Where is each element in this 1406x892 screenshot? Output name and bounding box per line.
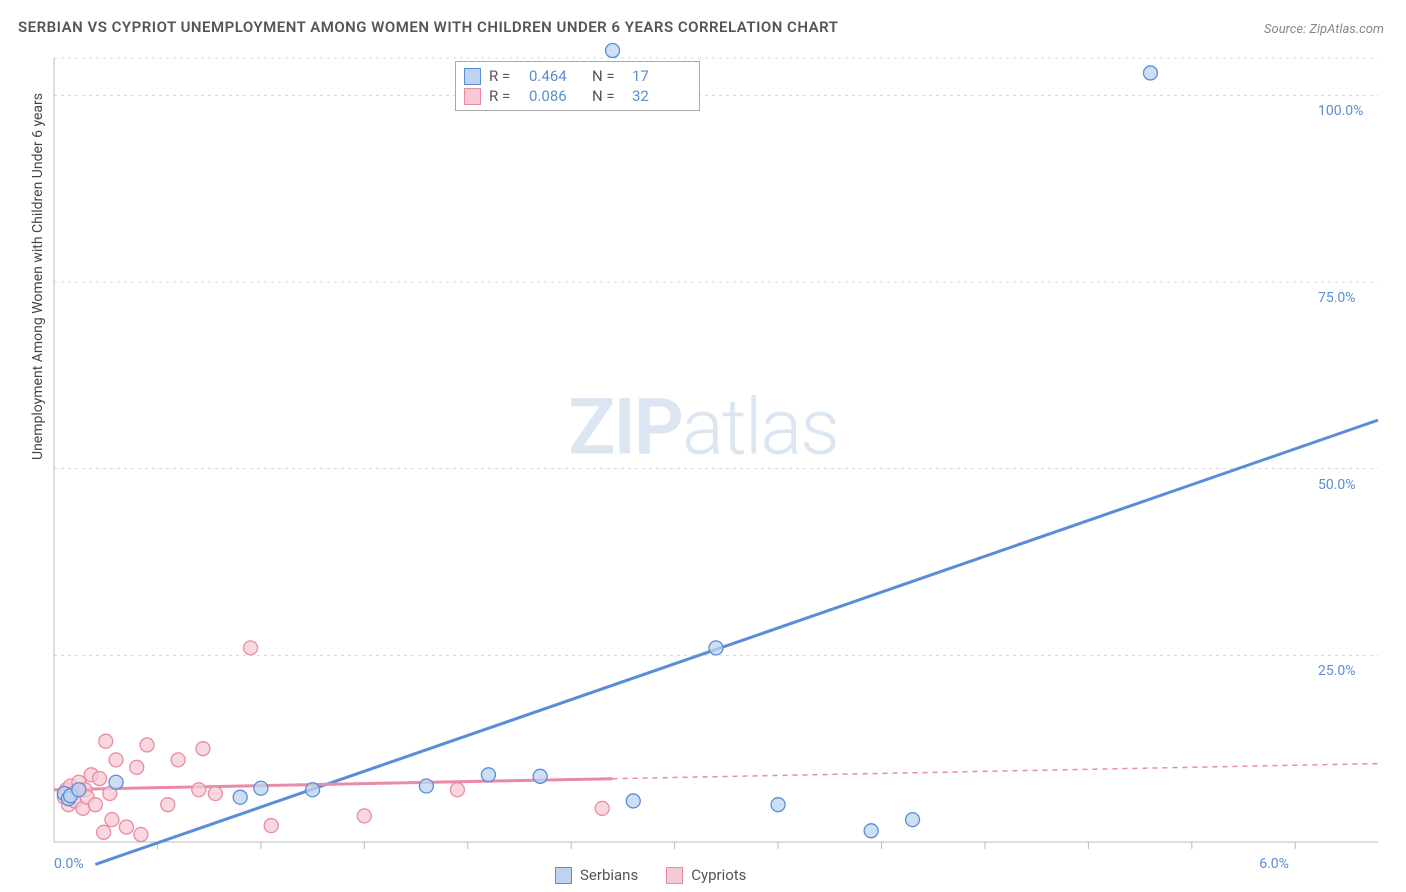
n-value: 17 — [632, 67, 687, 85]
correlation-scatter-chart — [0, 0, 1406, 892]
n-value: 32 — [632, 87, 687, 105]
legend-swatch-icon — [464, 68, 481, 85]
y-tick-label: 50.0% — [1318, 477, 1356, 493]
legend-swatch-icon — [555, 867, 572, 884]
legend-swatch-icon — [666, 867, 683, 884]
r-label: R = — [489, 67, 521, 85]
y-tick-label: 75.0% — [1318, 290, 1356, 306]
legend-swatch-icon — [464, 88, 481, 105]
y-tick-label: 100.0% — [1318, 103, 1363, 119]
stats-legend-row: R = 0.464 N = 17 — [464, 66, 687, 86]
series-legend: Serbians Cypriots — [555, 866, 746, 884]
r-value: 0.464 — [529, 67, 584, 85]
stats-legend: R = 0.464 N = 17 R = 0.086 N = 32 — [455, 61, 700, 111]
r-value: 0.086 — [529, 87, 584, 105]
y-tick-label: 25.0% — [1318, 663, 1356, 679]
legend-label: Cypriots — [691, 866, 746, 884]
x-tick-label: 0.0% — [54, 856, 84, 872]
x-tick-label: 6.0% — [1259, 856, 1289, 872]
legend-label: Serbians — [580, 866, 638, 884]
stats-legend-row: R = 0.086 N = 32 — [464, 86, 687, 106]
r-label: R = — [489, 87, 521, 105]
legend-item: Cypriots — [666, 866, 746, 884]
legend-item: Serbians — [555, 866, 638, 884]
n-label: N = — [592, 67, 624, 85]
n-label: N = — [592, 87, 624, 105]
